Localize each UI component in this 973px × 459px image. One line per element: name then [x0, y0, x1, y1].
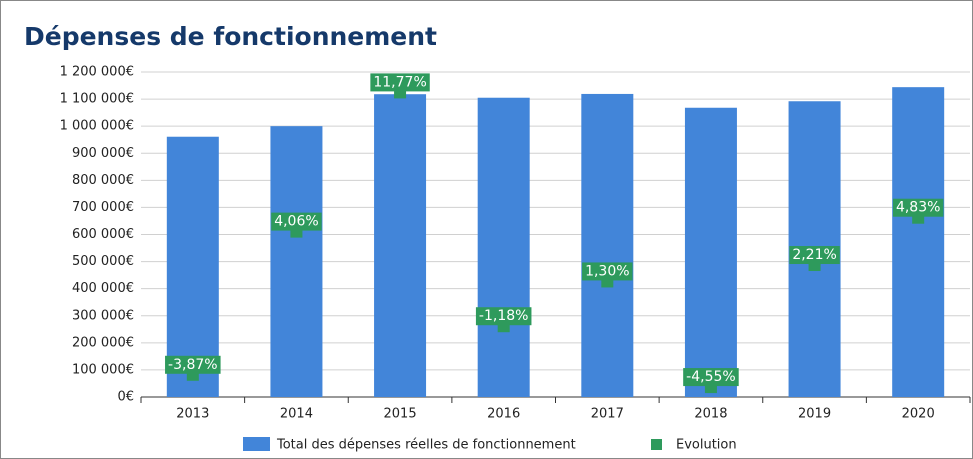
legend-label: Total des dépenses réelles de fonctionne…: [276, 438, 576, 453]
bar: [892, 87, 945, 398]
data-label: -1,18%: [479, 308, 529, 324]
y-tick-label: 500 000€: [72, 254, 134, 269]
y-tick-label: 100 000€: [72, 362, 134, 377]
x-tick-label: 2015: [384, 407, 417, 422]
data-label: 4,83%: [896, 200, 940, 216]
y-tick-label: 700 000€: [72, 200, 134, 215]
data-label-box: [475, 307, 532, 326]
data-label: 11,77%: [373, 74, 426, 90]
bar: [270, 126, 323, 398]
data-label: 4,06%: [274, 214, 318, 230]
x-tick-label: 2020: [902, 407, 935, 422]
data-label: 2,21%: [792, 247, 836, 263]
bar: [477, 97, 530, 398]
bar: [684, 107, 737, 397]
data-label-box: [789, 246, 840, 265]
bar: [374, 94, 427, 397]
data-label-box: [370, 73, 430, 92]
data-label: -3,87%: [168, 357, 218, 373]
y-tick-label: 1 000 000€: [60, 119, 134, 134]
y-tick-label: 400 000€: [72, 281, 134, 296]
x-tick-label: 2018: [694, 407, 727, 422]
x-tick-label: 2017: [591, 407, 624, 422]
y-tick-label: 1 100 000€: [60, 92, 134, 107]
y-tick-label: 600 000€: [72, 227, 134, 242]
y-tick-label: 1 200 000€: [60, 65, 134, 80]
chart-title: Dépenses de fonctionnement: [24, 22, 437, 51]
x-tick-label: 2014: [280, 407, 313, 422]
y-tick-label: 800 000€: [72, 173, 134, 188]
legend-label: Evolution: [676, 438, 737, 453]
y-tick-label: 300 000€: [72, 308, 134, 323]
y-tick-label: 200 000€: [72, 335, 134, 350]
data-label-box: [892, 198, 944, 217]
data-label: -4,55%: [686, 369, 736, 385]
data-label-box: [582, 262, 633, 281]
data-label: 1,30%: [585, 263, 629, 279]
bar: [581, 93, 634, 397]
y-tick-label: 900 000€: [72, 146, 134, 161]
legend-swatch: [651, 439, 662, 450]
x-tick-label: 2019: [798, 407, 831, 422]
data-label-box: [271, 212, 322, 231]
bar: [166, 136, 219, 397]
data-label-box: [683, 368, 739, 387]
y-tick-label: 0€: [117, 390, 134, 405]
legend-swatch: [243, 437, 270, 451]
data-label-box: [165, 355, 221, 374]
x-tick-label: 2013: [176, 407, 209, 422]
x-tick-label: 2016: [487, 407, 520, 422]
